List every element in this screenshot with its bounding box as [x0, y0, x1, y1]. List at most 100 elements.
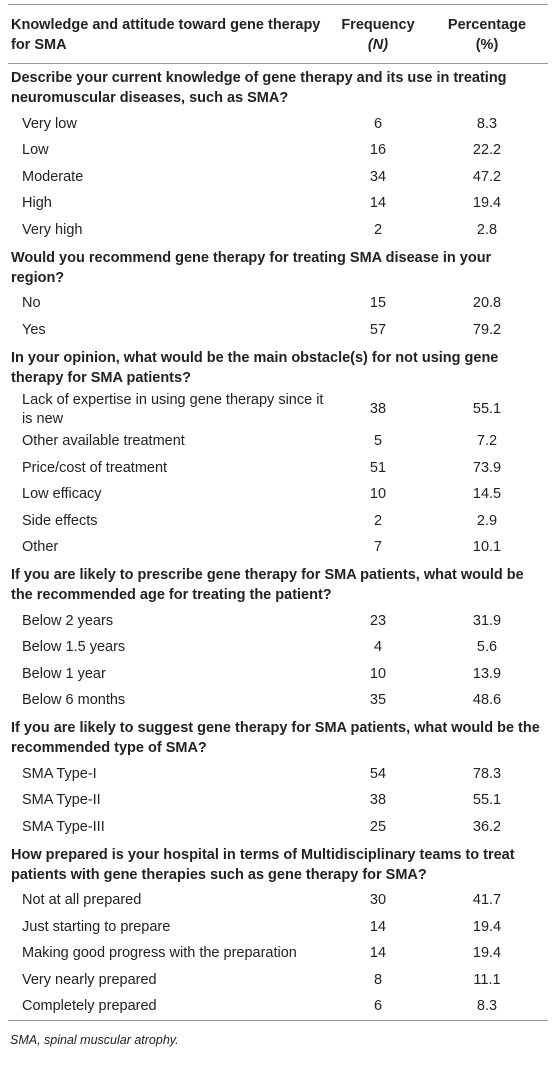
answer-label: Not at all prepared — [22, 892, 142, 909]
frequency-cell: 10 — [369, 486, 387, 503]
frequency-cell: 57 — [369, 321, 387, 338]
answer-label: No — [22, 295, 41, 312]
answer-label: Below 1 year — [22, 665, 106, 682]
footnote: SMA, spinal muscular atrophy. — [10, 1033, 179, 1047]
percentage-cell: 55.1 — [472, 401, 502, 417]
frequency-cell: 38 — [369, 401, 387, 417]
answer-label: SMA Type-I — [22, 765, 97, 782]
table-body: Describe your current knowledge of gene … — [8, 64, 548, 1021]
answer-label: Lack of expertise in using gene therapy … — [22, 391, 324, 427]
frequency-cell: 14 — [369, 918, 387, 935]
question-row: If you are likely to suggest gene therap… — [8, 714, 548, 761]
answer-row: Below 1.5 years 4 5.6 — [8, 635, 548, 662]
question-cell: If you are likely to suggest gene therap… — [11, 720, 540, 756]
answer-row: No 15 20.8 — [8, 291, 548, 318]
header-line: (%) — [475, 37, 499, 53]
percentage-cell: 55.1 — [472, 792, 502, 809]
question-row: Describe your current knowledge of gene … — [8, 64, 548, 112]
percentage-cell: 7.2 — [476, 433, 498, 450]
percentage-cell: 5.6 — [476, 639, 498, 656]
frequency-cell: 15 — [369, 295, 387, 312]
percentage-cell: 79.2 — [472, 321, 502, 338]
frequency-cell: 4 — [373, 639, 383, 656]
answer-label: SMA Type-II — [22, 792, 101, 809]
answer-row: Other available treatment 5 7.2 — [8, 429, 548, 456]
answer-row: Making good progress with the preparatio… — [8, 941, 548, 968]
question-row: In your opinion, what would be the main … — [8, 344, 548, 391]
answer-label: Low efficacy — [22, 486, 102, 503]
data-table: Knowledge and attitude toward gene thera… — [8, 4, 548, 1021]
question-cell: Describe your current knowledge of gene … — [11, 70, 507, 106]
answer-label: Other available treatment — [22, 433, 185, 450]
header-cell: Percentage (%) — [426, 4, 548, 64]
answer-label: Below 2 years — [22, 612, 114, 629]
frequency-cell: 23 — [369, 612, 387, 629]
percentage-cell: 13.9 — [472, 665, 502, 682]
frequency-cell: 2 — [373, 512, 383, 529]
frequency-cell: 30 — [369, 892, 387, 909]
header-line: (N) — [367, 37, 389, 53]
header-line: Percentage — [447, 17, 527, 33]
frequency-cell: 8 — [373, 971, 383, 988]
percentage-cell: 19.4 — [472, 918, 502, 935]
percentage-cell: 10.1 — [472, 539, 502, 556]
percentage-cell: 22.2 — [472, 142, 502, 159]
answer-row: Very nearly prepared 8 11.1 — [8, 967, 548, 994]
percentage-cell: 19.4 — [472, 195, 502, 212]
question-cell: In your opinion, what would be the main … — [11, 349, 499, 386]
answer-label: Just starting to prepare — [22, 918, 171, 935]
table-header: Knowledge and attitude toward gene thera… — [8, 4, 548, 64]
frequency-cell: 6 — [373, 115, 383, 132]
question-cell: If you are likely to prescribe gene ther… — [11, 567, 524, 603]
answer-row: Completely prepared 6 8.3 — [8, 994, 548, 1021]
percentage-cell: 47.2 — [472, 168, 502, 185]
answer-row: Price/cost of treatment 51 73.9 — [8, 455, 548, 482]
question-row: How prepared is your hospital in terms o… — [8, 841, 548, 888]
answer-label: SMA Type-III — [22, 818, 105, 835]
percentage-cell: 36.2 — [472, 818, 502, 835]
percentage-cell: 73.9 — [472, 459, 502, 476]
answer-row: Other 7 10.1 — [8, 535, 548, 562]
frequency-cell: 35 — [369, 692, 387, 709]
frequency-cell: 25 — [369, 818, 387, 835]
header-line: Frequency — [341, 17, 415, 33]
answer-row: Below 6 months 35 48.6 — [8, 688, 548, 715]
answer-row: Very low 6 8.3 — [8, 111, 548, 138]
percentage-cell: 8.3 — [476, 998, 498, 1015]
answer-row: Lack of expertise in using gene therapy … — [8, 391, 548, 429]
answer-row: SMA Type-I 54 78.3 — [8, 761, 548, 788]
frequency-cell: 14 — [369, 945, 387, 962]
header-cell: Knowledge and attitude toward gene thera… — [8, 4, 330, 64]
answer-label: Yes — [22, 321, 46, 338]
answer-row: Low 16 22.2 — [8, 138, 548, 165]
question-cell: How prepared is your hospital in terms o… — [11, 846, 515, 883]
answer-row: Very high 2 2.8 — [8, 217, 548, 244]
percentage-cell: 2.8 — [476, 221, 498, 238]
percentage-cell: 11.1 — [473, 971, 501, 988]
frequency-cell: 54 — [369, 765, 387, 782]
answer-row: SMA Type-III 25 36.2 — [8, 814, 548, 841]
answer-row: SMA Type-II 38 55.1 — [8, 788, 548, 815]
percentage-cell: 31.9 — [472, 612, 502, 629]
percentage-cell: 19.4 — [472, 945, 502, 962]
percentage-cell: 14.5 — [472, 486, 502, 503]
frequency-cell: 2 — [373, 221, 383, 238]
answer-label: Completely prepared — [22, 998, 157, 1015]
percentage-cell: 8.3 — [476, 115, 498, 132]
percentage-cell: 2.9 — [476, 512, 498, 529]
answer-label: Very low — [22, 115, 77, 132]
answer-label: Below 6 months — [22, 692, 126, 709]
frequency-cell: 14 — [369, 195, 387, 212]
answer-label: Other — [22, 539, 59, 556]
percentage-cell: 41.7 — [472, 892, 502, 909]
frequency-cell: 5 — [373, 433, 383, 450]
header-cell: Frequency (N) — [330, 4, 426, 64]
answer-label: Low — [22, 142, 49, 159]
frequency-cell: 38 — [369, 792, 387, 809]
frequency-cell: 6 — [373, 998, 383, 1015]
answer-label: Below 1.5 years — [22, 639, 126, 656]
frequency-cell: 34 — [369, 168, 387, 185]
question-row: Would you recommend gene therapy for tre… — [8, 244, 548, 291]
